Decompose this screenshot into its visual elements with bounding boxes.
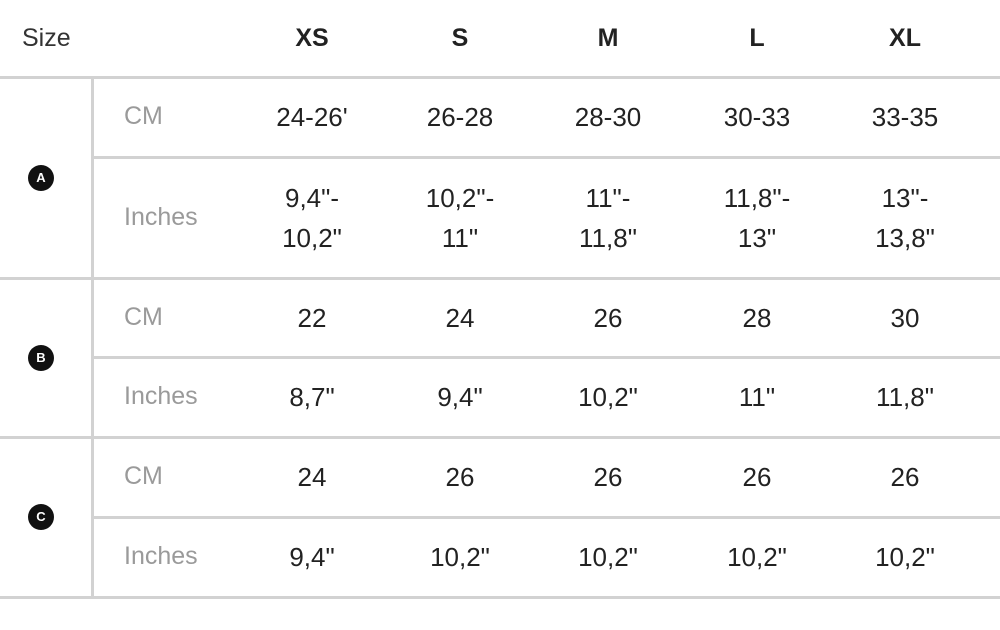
- group-divider: [0, 436, 1000, 439]
- size-header-l: L: [749, 24, 765, 52]
- size-value: 26-28: [426, 102, 494, 132]
- size-value: 11": [738, 382, 776, 412]
- group-divider: [0, 596, 1000, 599]
- row-divider: [92, 356, 1000, 359]
- group-divider: [0, 277, 1000, 280]
- size-value: 11,8": [876, 382, 934, 412]
- size-value: 24-26': [276, 102, 348, 132]
- size-value: 13"- 13,8": [875, 182, 935, 253]
- column-divider: [91, 77, 94, 597]
- size-value: 26: [593, 462, 623, 492]
- size-header-xl: XL: [889, 24, 921, 52]
- size-value: 9,4": [437, 382, 483, 412]
- unit-label-inches: Inches: [124, 382, 198, 410]
- size-value: 10,2": [875, 542, 935, 572]
- row-divider: [92, 156, 1000, 159]
- size-value: 10,2": [578, 382, 638, 412]
- size-value: 11,8"- 13": [723, 182, 791, 253]
- size-header-m: M: [597, 24, 619, 52]
- unit-label-inches: Inches: [124, 202, 198, 231]
- unit-label-cm: CM: [124, 462, 163, 490]
- size-value: 24: [297, 462, 327, 492]
- size-value: 10,2": [430, 542, 490, 572]
- size-value: 26: [445, 462, 475, 492]
- size-value: 10,2": [578, 542, 638, 572]
- size-value: 30: [890, 302, 920, 333]
- unit-label-inches: Inches: [124, 542, 198, 570]
- badge-a-icon: A: [28, 164, 54, 191]
- size-value: 30-33: [723, 102, 791, 132]
- size-value: 11"- 11,8": [579, 182, 637, 253]
- row-divider: [92, 516, 1000, 519]
- unit-label-cm: CM: [124, 102, 163, 130]
- size-value: 9,4"- 10,2": [282, 182, 342, 253]
- badge-b-icon: B: [28, 344, 54, 371]
- size-value: 10,2": [727, 542, 787, 572]
- header-divider: [0, 76, 1000, 79]
- size-value: 22: [297, 302, 327, 333]
- size-value: 26: [742, 462, 772, 492]
- size-value: 28-30: [574, 102, 642, 132]
- size-value: 24: [445, 302, 475, 333]
- size-value: 28: [742, 302, 772, 333]
- size-value: 8,7": [289, 382, 335, 412]
- size-value: 26: [890, 462, 920, 492]
- size-header-label: Size: [22, 24, 71, 52]
- size-header-s: S: [451, 24, 469, 52]
- size-value: 33-35: [871, 102, 939, 132]
- size-value: 26: [593, 302, 623, 333]
- size-value: 10,2"- 11": [425, 182, 495, 253]
- badge-c-icon: C: [28, 504, 54, 530]
- size-value: 9,4": [289, 542, 335, 572]
- size-header-xs: XS: [295, 24, 329, 52]
- unit-label-cm: CM: [124, 302, 163, 331]
